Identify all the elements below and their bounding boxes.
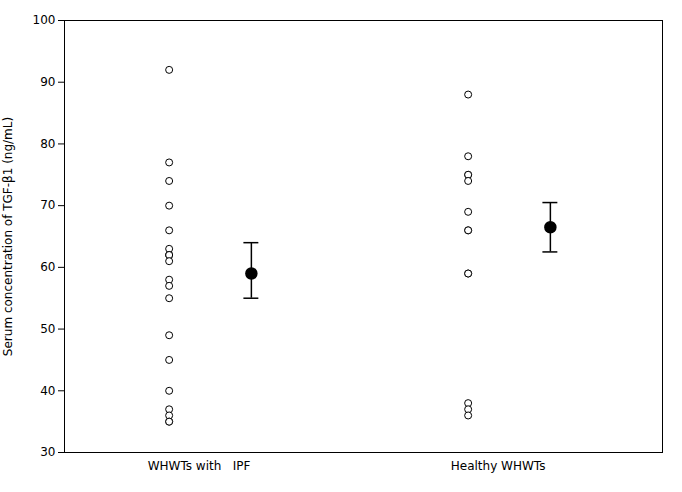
svg-text:70: 70 (40, 198, 55, 212)
svg-text:40: 40 (40, 384, 55, 398)
svg-text:50: 50 (40, 322, 55, 336)
svg-text:Serum concentration of TGF-β1: Serum concentration of TGF-β1 (ng/mL) (1, 117, 15, 356)
svg-text:WHWTs with IPF: WHWTs with IPF (148, 459, 251, 473)
svg-text:Healthy WHWTs: Healthy WHWTs (451, 459, 546, 473)
svg-text:90: 90 (40, 75, 55, 89)
svg-text:30: 30 (40, 445, 55, 459)
svg-text:100: 100 (33, 13, 56, 27)
svg-text:80: 80 (40, 137, 55, 151)
svg-text:60: 60 (40, 260, 55, 274)
